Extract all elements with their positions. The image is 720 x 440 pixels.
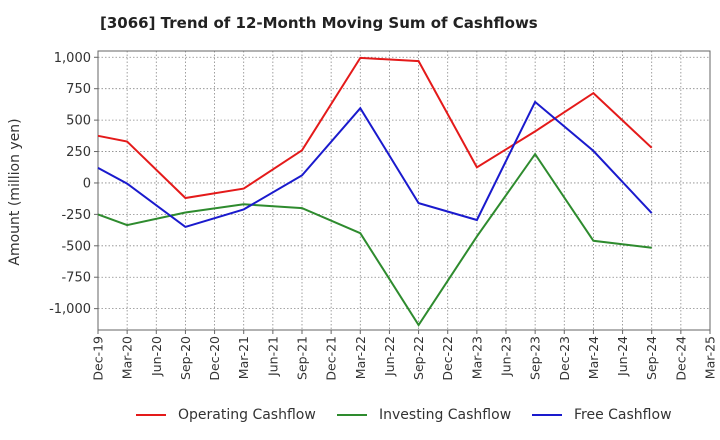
legend-swatch [337, 414, 367, 416]
grid-layer [98, 51, 710, 330]
x-tick-label: Jun-23 [499, 336, 514, 377]
legend-item: Free Cashflow [532, 404, 672, 426]
y-tick-label: -750 [61, 271, 91, 286]
plot-area [98, 51, 710, 330]
legend-item: Operating Cashflow [136, 404, 316, 426]
legend-swatch [136, 414, 166, 416]
x-tick-label: Dec-21 [324, 336, 339, 381]
y-tick-label: 0 [83, 176, 91, 191]
y-axis-label: Amount (million yen) [7, 118, 23, 265]
y-tick-label: -1,000 [49, 302, 91, 317]
x-tick-label: Mar-20 [120, 336, 135, 379]
axis-layer: 1,000 750 500 250 0 -250 -500 -750 -1,000 Dec-19 M… [49, 50, 718, 381]
x-tick-label: Dec-22 [440, 336, 455, 381]
y-tick-label: 500 [66, 114, 91, 129]
x-tick-label: Dec-23 [557, 336, 572, 381]
x-tick-label: Sep-24 [644, 336, 659, 380]
x-tick-label: Dec-24 [673, 336, 688, 381]
y-tick-label: 750 [66, 82, 91, 97]
x-tick-label: Mar-23 [469, 336, 484, 379]
series-layer [97, 56, 653, 327]
chart-title: [3066] Trend of 12-Month Moving Sum of C… [100, 14, 538, 32]
x-tick-label: Sep-22 [411, 336, 426, 380]
x-tick-label: Jun-24 [615, 336, 630, 377]
legend: Operating Cashflow Investing Cashflow Free… [0, 404, 720, 426]
x-tick-label: Mar-25 [703, 336, 718, 379]
y-tick-label: -500 [61, 239, 91, 254]
legend-swatch [532, 414, 562, 416]
x-tick-label: Mar-24 [586, 336, 601, 379]
legend-label: Investing Cashflow [379, 407, 512, 423]
x-tick-label: Sep-20 [178, 336, 193, 380]
x-tick-label: Jun-21 [265, 336, 280, 377]
y-tick-label: 1,000 [54, 51, 91, 66]
x-tick-label: Mar-22 [353, 336, 368, 379]
legend-label: Free Cashflow [574, 407, 672, 423]
x-tick-label: Sep-21 [295, 336, 310, 380]
x-tick-label: Jun-22 [382, 336, 397, 377]
series-line-investing-cashflow [97, 152, 652, 327]
x-tick-label: Jun-20 [149, 336, 164, 377]
x-tick-label: Dec-20 [207, 336, 222, 381]
x-tick-label: Dec-19 [91, 336, 106, 381]
legend-item: Investing Cashflow [337, 404, 511, 426]
plot-frame [97, 50, 711, 331]
y-tick-label: 250 [66, 145, 91, 160]
y-tick-label: -250 [61, 208, 91, 223]
x-tick-label: Sep-23 [528, 336, 543, 380]
legend-label: Operating Cashflow [178, 407, 316, 423]
x-tick-label: Mar-21 [236, 336, 251, 379]
series-line-free-cashflow [97, 100, 653, 229]
